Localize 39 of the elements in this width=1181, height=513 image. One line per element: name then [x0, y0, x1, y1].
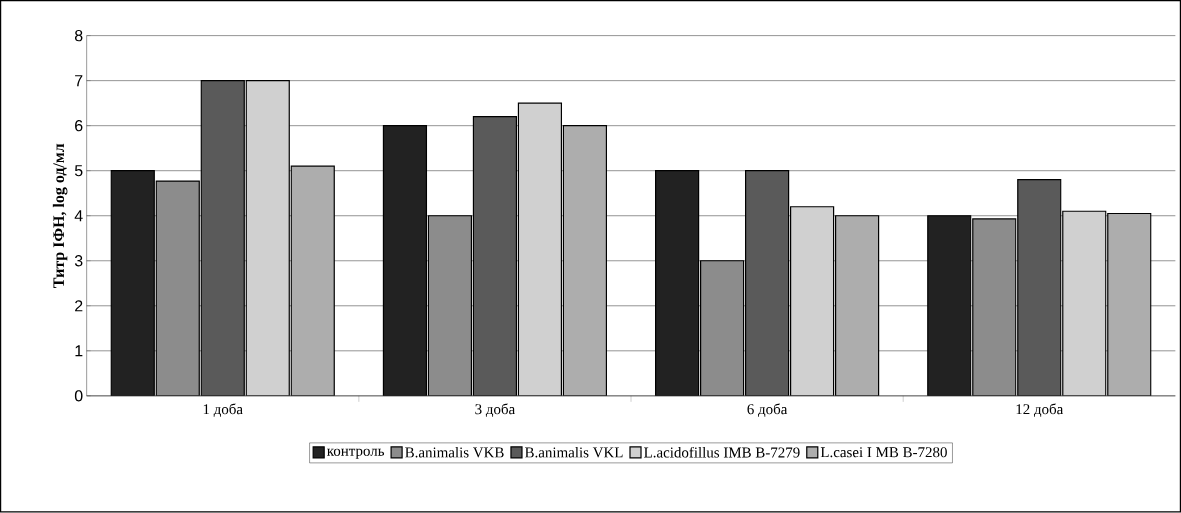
y-tick-label: 0 — [74, 390, 83, 402]
bar — [200, 80, 245, 397]
bar — [1062, 210, 1107, 397]
bar — [700, 260, 745, 397]
y-tick-label: 8 — [74, 30, 83, 42]
bar — [655, 170, 700, 397]
bar — [155, 180, 200, 397]
y-tick-label: 6 — [75, 120, 83, 132]
y-tick-label: 5 — [74, 165, 83, 177]
legend-label: B.animalis VKB — [405, 447, 504, 458]
bar — [517, 102, 563, 397]
bar — [927, 215, 972, 397]
bar — [110, 170, 155, 397]
y-tick-label: 1 — [75, 345, 83, 357]
legend-label: B.animalis VKL — [525, 447, 623, 458]
y-tick-label: 4 — [74, 210, 83, 222]
bar — [835, 215, 880, 397]
legend-label: L.acidofillus IMB B-7279 — [644, 447, 800, 458]
bar — [290, 165, 335, 397]
y-axis-title: Титр ІФН, log од/мл — [52, 143, 68, 289]
bar — [562, 125, 608, 397]
x-tick-label: 12 доба — [1016, 403, 1064, 418]
y-tick-label: 7 — [75, 75, 83, 87]
x-tick-label: 6 доба — [747, 403, 788, 418]
bar — [790, 206, 835, 397]
bar — [472, 116, 518, 397]
bar — [972, 218, 1017, 397]
bar — [1107, 213, 1152, 397]
bar — [745, 170, 790, 397]
bar — [1017, 179, 1062, 397]
legend-label: контроль — [327, 448, 385, 460]
x-tick-label: 3 доба — [475, 403, 515, 418]
bar — [382, 125, 428, 397]
y-tick-label: 2 — [75, 300, 83, 312]
legend-label: L.casei I MB B-7280 — [820, 447, 947, 458]
y-tick-label: 3 — [74, 255, 83, 267]
x-tick-label: 1 доба — [203, 403, 243, 418]
bar — [427, 215, 473, 397]
bar — [245, 80, 290, 397]
